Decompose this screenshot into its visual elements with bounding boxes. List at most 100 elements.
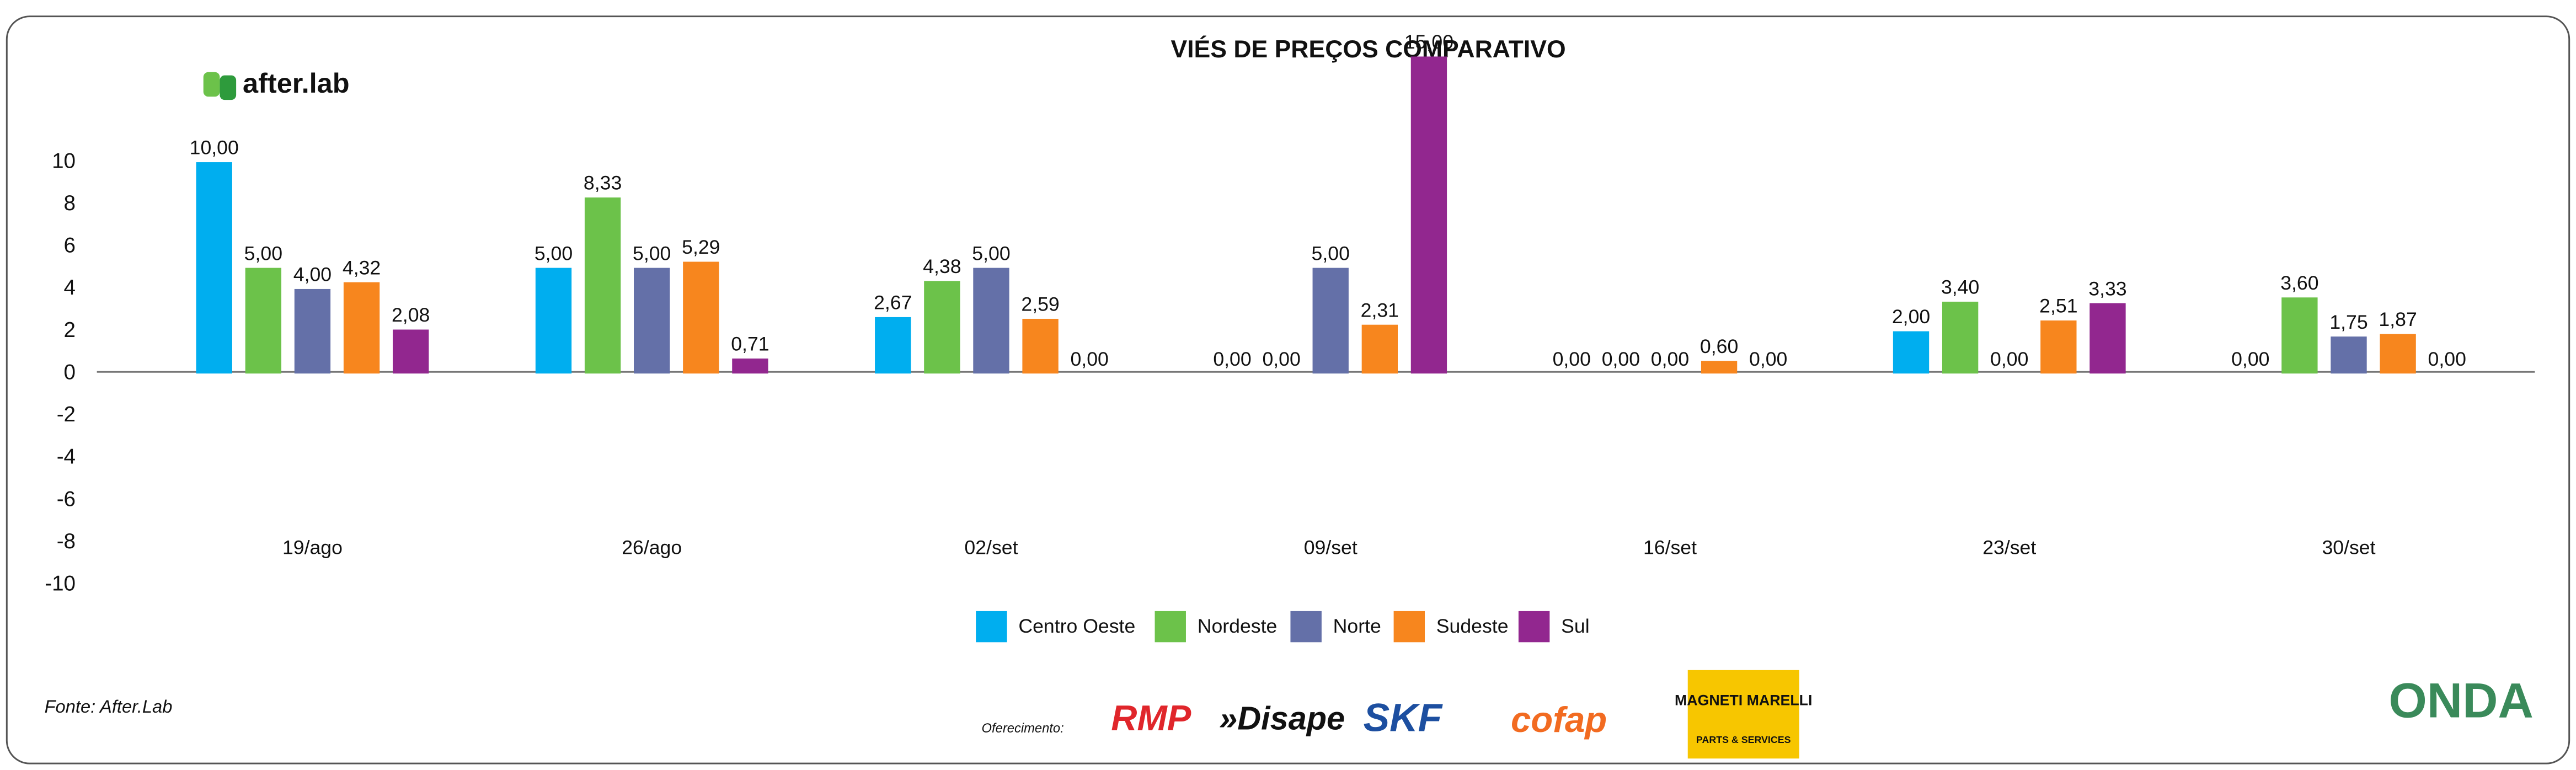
data-label: 5,00 [535,242,573,264]
sponsor-logo: MAGNETI MARELLI [1675,692,1812,708]
legend-swatch [1518,611,1550,643]
brand-text: after.lab [243,67,350,99]
brand-icon [220,75,237,100]
y-tick-label: 8 [64,191,76,215]
data-label: 2,51 [2039,295,2077,317]
x-tick-label: 26/ago [622,536,682,558]
brand-logo: after.lab [203,67,350,100]
bar [683,261,719,374]
data-label: 0,71 [731,333,769,355]
data-label: 4,32 [343,256,381,279]
bar [1361,324,1398,374]
sponsor-logo: SKF [1364,696,1444,740]
bar [2089,303,2126,374]
sponsor-box [1687,670,1799,759]
data-label: 4,00 [293,264,332,286]
data-label: 4,38 [923,255,961,277]
bar [2380,334,2416,374]
data-label: 0,00 [1749,348,1787,370]
bar [875,317,911,374]
x-tick-label: 02/set [964,536,1018,558]
sponsor-logo: RMP [1111,698,1191,738]
x-tick-label: 19/ago [282,536,343,558]
data-label: 0,00 [1990,348,2028,370]
y-tick-label: 0 [64,360,76,384]
partner-logo: ONDA [2389,673,2534,728]
bar [1022,318,1059,374]
bar [973,268,1009,374]
bar [1701,361,1738,374]
sponsor-logo: »Disape [1219,700,1345,737]
sponsor-label: Oferecimento: [982,721,1064,736]
y-tick-label: -2 [57,403,76,426]
bar [2331,336,2367,374]
data-label: 3,40 [1941,276,1979,298]
data-label: 0,60 [1700,335,1738,357]
bar [294,288,331,374]
bar [196,162,232,374]
y-tick-label: -10 [45,572,76,596]
x-tick-label: 16/set [1643,536,1697,558]
data-label: 1,75 [2329,311,2367,333]
chart-title: VIÉS DE PREÇOS COMPARATIVO [1171,35,1565,63]
data-label: 15,00 [1404,31,1453,53]
legend-label: Nordeste [1198,615,1278,637]
bar [343,282,380,374]
brand-icon [203,72,220,97]
data-label: 2,00 [1892,306,1930,328]
data-label: 0,00 [1553,348,1591,370]
x-tick-label: 09/set [1304,536,1358,558]
data-label: 1,87 [2379,308,2417,330]
data-label: 2,31 [1361,299,1399,321]
data-label: 0,00 [1602,348,1640,370]
bar [1312,268,1349,374]
data-label: 0,00 [1651,348,1689,370]
source: Fonte: After.Lab [45,696,173,716]
data-label: 5,00 [633,242,671,264]
legend-label: Sudeste [1436,615,1509,637]
bar [535,268,572,374]
data-label: 0,00 [2428,348,2466,370]
bar [584,197,621,374]
y-tick-label: 2 [64,318,76,342]
y-tick-label: 6 [64,234,76,258]
y-tick-label: 4 [64,276,76,300]
legend-swatch [1393,611,1425,643]
x-tick-label: 30/set [2322,536,2375,558]
legend-swatch [1155,611,1186,643]
bar [634,268,670,374]
data-label: 3,33 [2088,277,2126,300]
data-label: 3,60 [2280,272,2318,294]
y-tick-label: -4 [57,445,76,469]
data-label: 5,00 [244,242,282,264]
bar [392,329,429,374]
data-label: 5,29 [682,236,720,258]
data-label: 10,00 [190,137,239,159]
data-label: 0,00 [1213,348,1251,370]
data-label: 8,33 [584,172,622,194]
x-tick-label: 23/set [1982,536,2036,558]
data-label: 0,00 [2231,348,2269,370]
bar [732,359,768,374]
y-tick-label: 10 [52,149,76,173]
frame [6,15,2570,764]
bar [924,281,960,374]
bar [1410,56,1447,374]
y-tick-label: -8 [57,530,76,553]
y-tick-label: -6 [57,487,76,511]
legend-label: Sul [1561,615,1589,637]
bar [245,268,282,374]
legend-swatch [1290,611,1322,643]
data-label: 2,08 [392,304,430,326]
bar [1942,301,1979,374]
legend-label: Centro Oeste [1018,615,1135,637]
data-label: 2,59 [1021,293,1059,316]
data-label: 0,00 [1262,348,1300,370]
legend-swatch [976,611,1007,643]
sponsor-logo: cofap [1511,699,1607,740]
data-label: 2,67 [874,292,912,314]
sponsor-logo: PARTS & SERVICES [1696,734,1791,745]
legend-label: Norte [1333,615,1381,637]
